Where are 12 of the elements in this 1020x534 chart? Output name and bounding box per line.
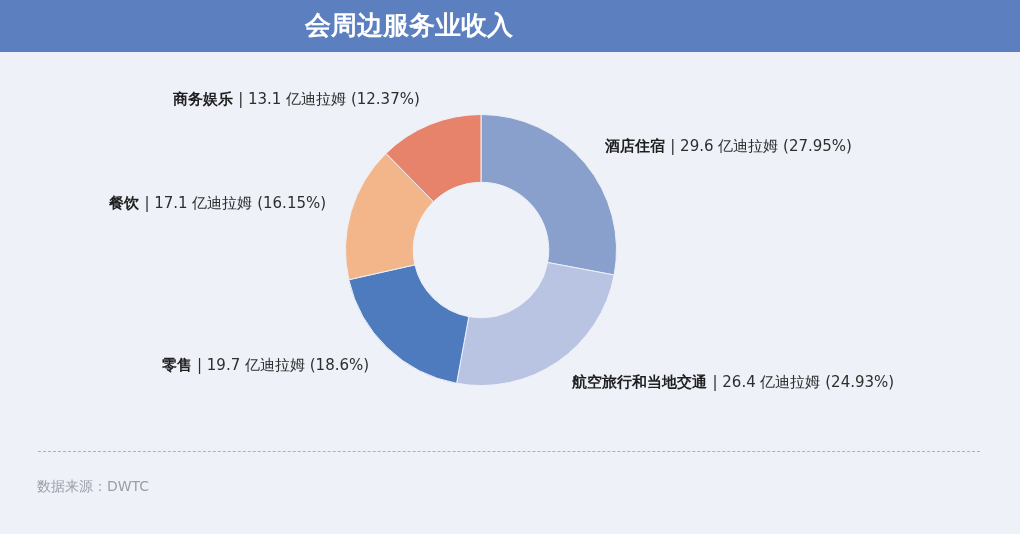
slice-label: 餐饮 [108,194,141,213]
data-label: | 13.1 亿迪拉姆 (12.37%) [238,90,420,109]
data-label: | 19.7 亿迪拉姆 (18.6%) [197,356,370,375]
data-label: | 29.6 亿迪拉姆 (27.95%) [670,136,852,155]
slice-label: 商务娱乐 [172,90,234,109]
data-label: | 17.1 亿迪拉姆 (16.15%) [144,194,327,213]
source-note: 数据来源：DWTC [37,477,150,495]
slice-label: 酒店住宿 [604,136,666,155]
data-label: | 26.4 亿迪拉姆 (24.93%) [712,372,895,391]
chart-title: 会周边服务业收入 [305,9,513,41]
slice-label: 航空旅行和当地交通 [571,372,709,391]
slice-label: 零售 [162,356,192,375]
